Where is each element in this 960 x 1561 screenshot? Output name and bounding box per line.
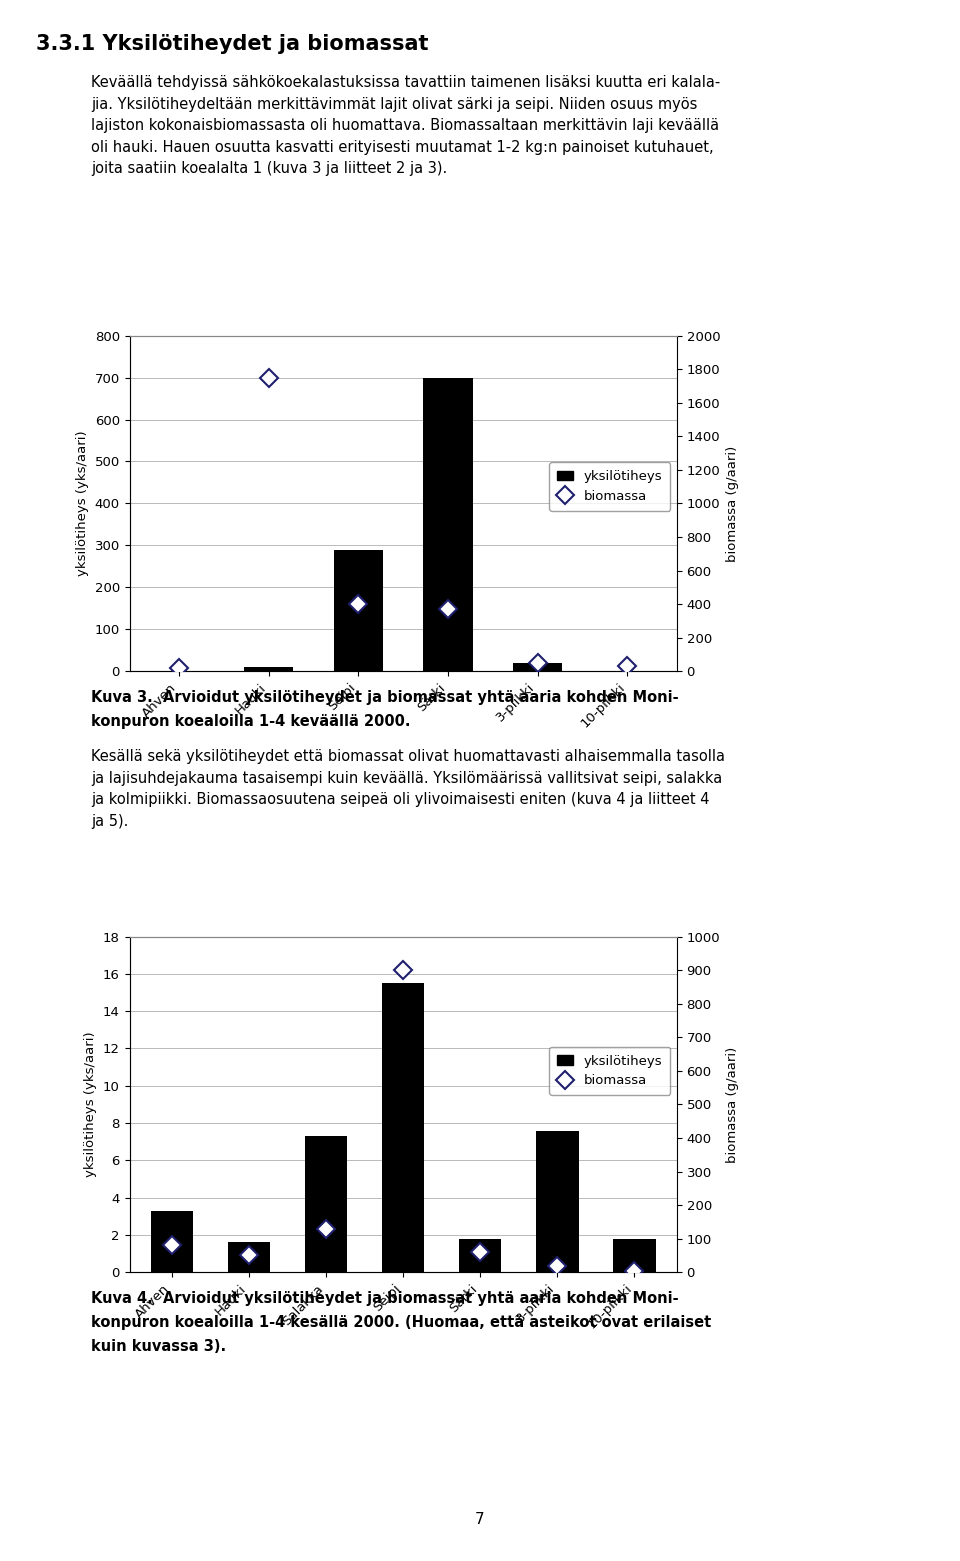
Text: kuin kuvassa 3).: kuin kuvassa 3). <box>91 1339 227 1355</box>
Text: Kuva 3.  Arvioidut yksilötiheydet ja biomassat yhtä aaria kohden Moni-: Kuva 3. Arvioidut yksilötiheydet ja biom… <box>91 690 679 706</box>
Y-axis label: biomassa (g/aari): biomassa (g/aari) <box>726 1046 738 1163</box>
Bar <box>459 1239 501 1272</box>
Text: konpuron koealoilla 1-4 kesällä 2000. (Huomaa, että asteikot ovat erilaiset: konpuron koealoilla 1-4 kesällä 2000. (H… <box>91 1314 711 1330</box>
Text: Kuva 4.  Arvioidut yksilötiheydet ja biomassat yhtä aaria kohden Moni-: Kuva 4. Arvioidut yksilötiheydet ja biom… <box>91 1291 679 1307</box>
Text: Keväällä tehdyissä sähkökoekalastuksissa tavattiin taimenen lisäksi kuutta eri k: Keväällä tehdyissä sähkökoekalastuksissa… <box>91 75 720 176</box>
Legend: yksilötiheys, biomassa: yksilötiheys, biomassa <box>549 1046 670 1096</box>
Bar <box>305 1136 348 1272</box>
Bar <box>382 983 424 1272</box>
Text: 3.3.1 Yksilötiheydet ja biomassat: 3.3.1 Yksilötiheydet ja biomassat <box>36 34 429 53</box>
Text: Kesällä sekä yksilötiheydet että biomassat olivat huomattavasti alhaisemmalla ta: Kesällä sekä yksilötiheydet että biomass… <box>91 749 725 829</box>
Y-axis label: yksilötiheys (yks/aari): yksilötiheys (yks/aari) <box>76 431 89 576</box>
Bar <box>151 1211 193 1272</box>
Bar <box>513 663 563 671</box>
Text: konpuron koealoilla 1-4 keväällä 2000.: konpuron koealoilla 1-4 keväällä 2000. <box>91 713 411 729</box>
Bar <box>228 1243 271 1272</box>
Bar <box>613 1239 656 1272</box>
Bar <box>423 378 472 671</box>
Bar <box>244 667 294 671</box>
Bar <box>536 1130 579 1272</box>
Y-axis label: yksilötiheys (yks/aari): yksilötiheys (yks/aari) <box>84 1032 97 1177</box>
Text: 7: 7 <box>475 1511 485 1527</box>
Bar <box>334 549 383 671</box>
Y-axis label: biomassa (g/aari): biomassa (g/aari) <box>726 445 739 562</box>
Legend: yksilötiheys, biomassa: yksilötiheys, biomassa <box>549 462 670 510</box>
